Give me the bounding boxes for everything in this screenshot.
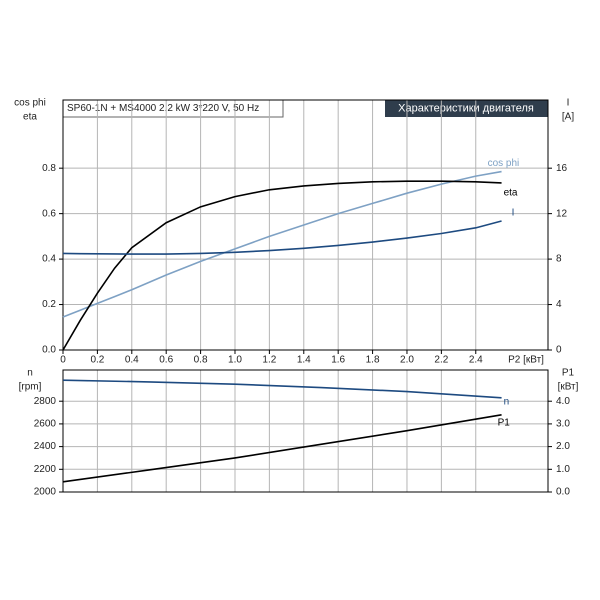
plot-frame: [62, 99, 549, 351]
y2-tick-label: 12: [556, 208, 568, 219]
y-tick-label: 0.6: [42, 208, 56, 219]
y-tick-label: 0.2: [42, 299, 56, 310]
y-tick-label: 0.4: [42, 254, 56, 265]
y2-tick-label: 16: [556, 163, 568, 174]
y-tick-label: 2800: [34, 396, 57, 407]
y-axis-label: n: [27, 368, 33, 379]
y2-tick-label: 0: [556, 345, 562, 356]
y2-tick-label: 3.0: [556, 419, 570, 430]
x-tick-label: 2.2: [434, 355, 448, 366]
chart-subtitle: SP60-1N + MS4000 2.2 kW 3*220 V, 50 Hz: [67, 103, 259, 114]
x-tick-label: 2.0: [400, 355, 414, 366]
x-tick-label: 0.4: [125, 355, 139, 366]
series-label: cos phi: [488, 158, 520, 169]
series-label: I: [512, 208, 515, 219]
x-tick-label: 0.6: [159, 355, 173, 366]
y2-tick-label: 1.0: [556, 464, 570, 475]
chart-title: Характеристики двигателя: [398, 102, 534, 114]
y2-axis-label: [A]: [562, 112, 574, 123]
x-tick-label: 1.4: [297, 355, 311, 366]
y-axis-label: [rpm]: [19, 382, 42, 393]
y2-tick-label: 8: [556, 254, 562, 265]
y-tick-label: 2600: [34, 419, 57, 430]
y2-tick-label: 4: [556, 299, 562, 310]
y-tick-label: 2400: [34, 441, 57, 452]
y2-axis-label: [кВт]: [558, 382, 579, 393]
y-tick-label: 2200: [34, 464, 57, 475]
series-line: [62, 170, 502, 318]
plot-frame: [62, 369, 549, 493]
x-tick-label: 1.6: [331, 355, 345, 366]
y2-axis-label: P1: [562, 368, 575, 379]
x-tick-label: 2.4: [469, 355, 483, 366]
y-tick-label: 0.8: [42, 163, 56, 174]
series-line: [62, 180, 502, 351]
title-box: [385, 100, 548, 117]
y-tick-label: 2000: [34, 487, 57, 498]
series-line: [62, 414, 502, 483]
series-line: [62, 220, 502, 255]
y2-axis-label: I: [567, 98, 570, 109]
x-tick-label: 0.8: [194, 355, 208, 366]
series-label: n: [504, 396, 510, 407]
x-tick-label: 1.8: [366, 355, 380, 366]
x-tick-label: 0.2: [90, 355, 104, 366]
x-tick-label: 0: [60, 355, 66, 366]
y2-tick-label: 2.0: [556, 441, 570, 452]
series-label: eta: [504, 188, 518, 199]
series-label: P1: [498, 417, 511, 428]
y-axis-label: eta: [23, 112, 37, 123]
x-tick-label: 1.2: [262, 355, 276, 366]
series-line: [62, 379, 502, 399]
y2-tick-label: 0.0: [556, 487, 570, 498]
y2-tick-label: 4.0: [556, 396, 570, 407]
y-axis-label: cos phi: [14, 98, 46, 109]
x-axis-label: P2 [кВт]: [508, 355, 544, 366]
y-tick-label: 0.0: [42, 345, 56, 356]
x-tick-label: 1.0: [228, 355, 242, 366]
